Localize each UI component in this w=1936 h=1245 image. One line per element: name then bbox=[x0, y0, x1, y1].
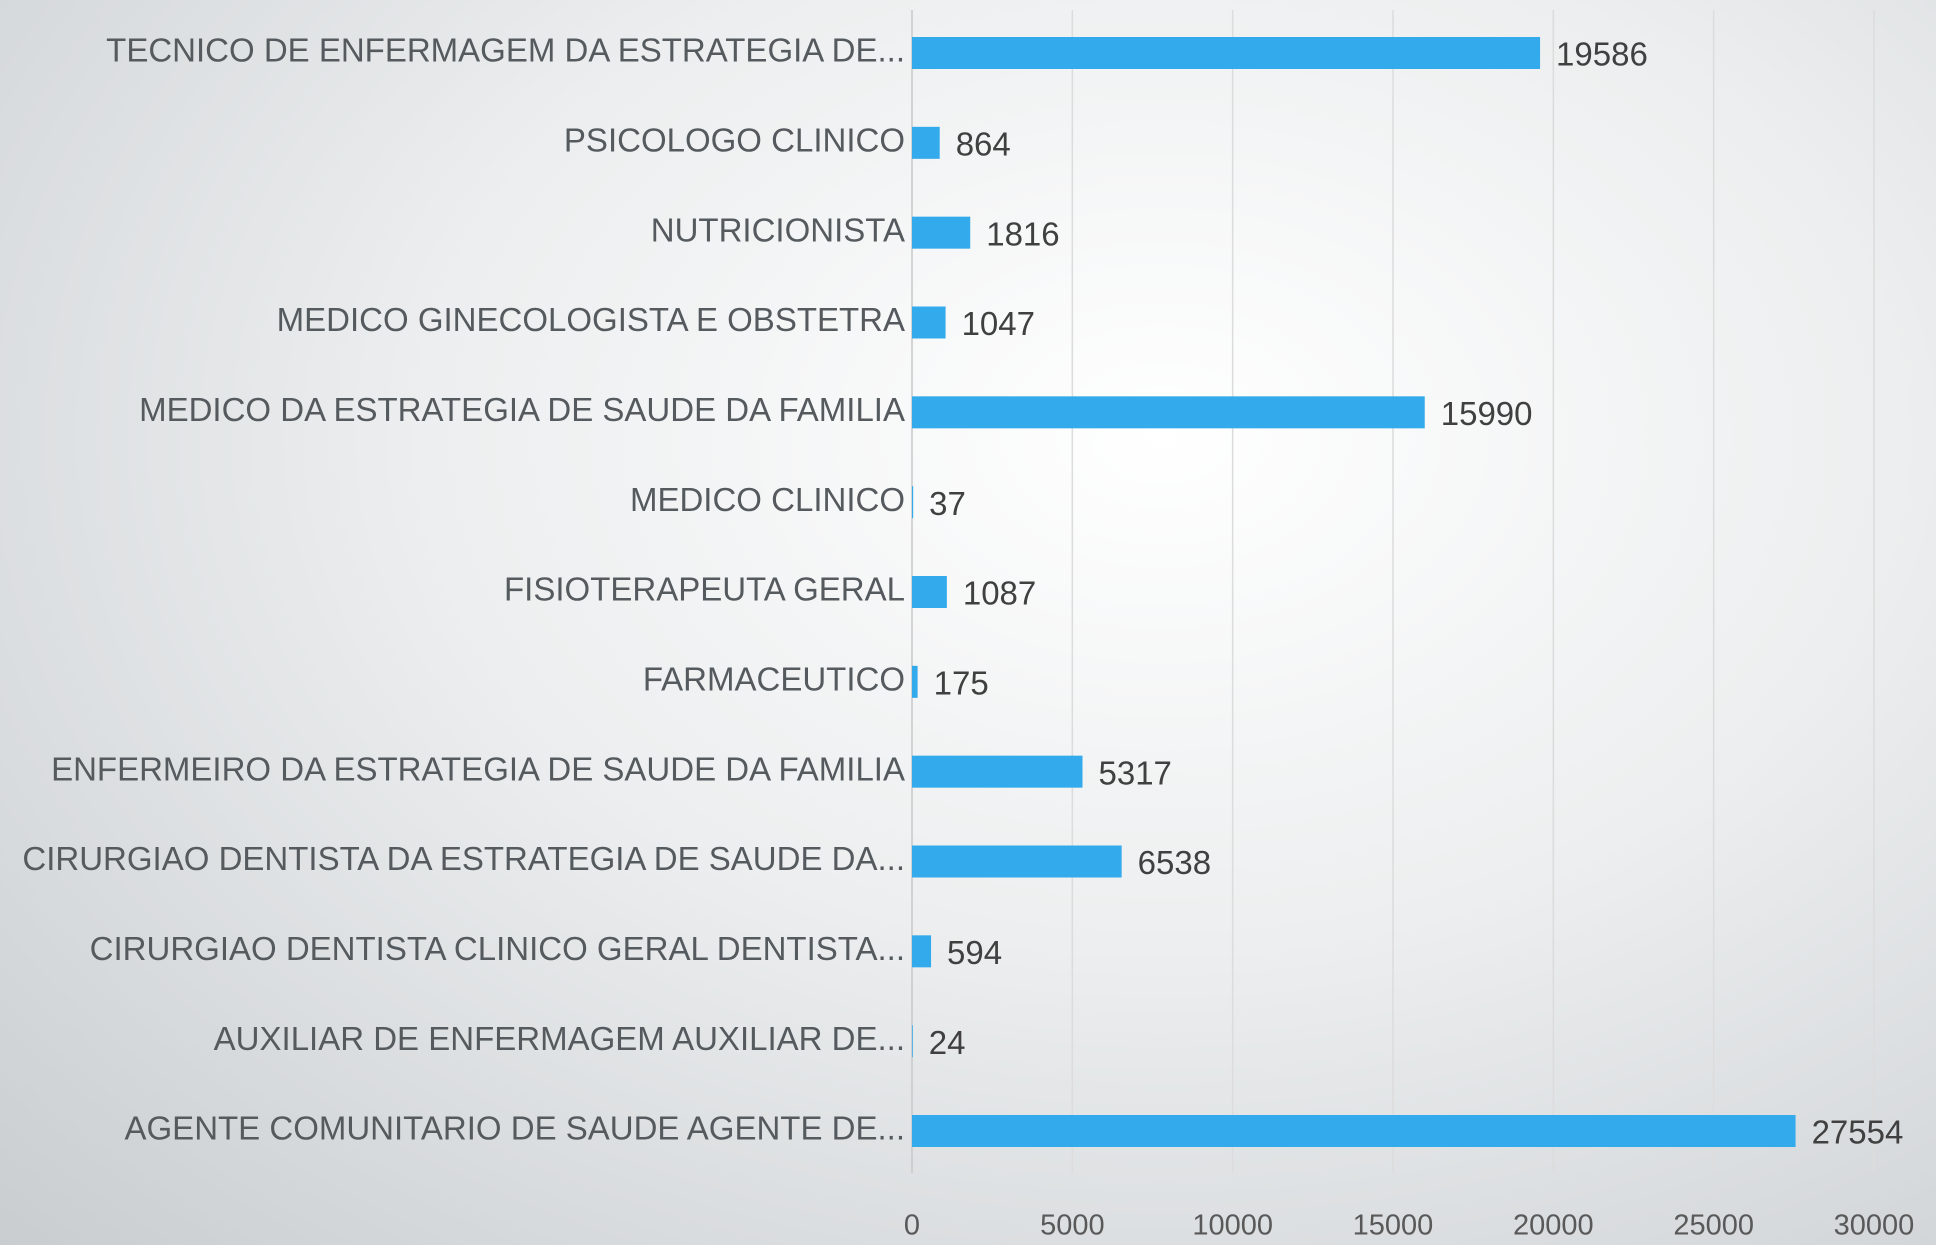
bar bbox=[912, 306, 946, 339]
x-tick-label: 25000 bbox=[1673, 1210, 1754, 1242]
x-tick-label: 0 bbox=[904, 1210, 920, 1242]
value-label: 1087 bbox=[963, 575, 1036, 612]
category-label: MEDICO GINECOLOGISTA E OBSTETRA bbox=[277, 301, 905, 338]
category-label: NUTRICIONISTA bbox=[651, 211, 905, 248]
bar bbox=[912, 665, 918, 698]
category-label: CIRURGIAO DENTISTA CLINICO GERAL DENTIST… bbox=[90, 930, 905, 967]
bar bbox=[912, 1025, 913, 1058]
bar bbox=[912, 755, 1083, 788]
value-label: 1816 bbox=[986, 215, 1059, 252]
value-label: 19586 bbox=[1556, 36, 1648, 73]
bar bbox=[912, 486, 914, 519]
bar bbox=[912, 37, 1541, 69]
category-label: AUXILIAR DE ENFERMAGEM AUXILIAR DE... bbox=[214, 1020, 905, 1057]
x-tick-label: 30000 bbox=[1834, 1210, 1915, 1242]
value-label: 15990 bbox=[1441, 395, 1533, 432]
bar bbox=[912, 935, 932, 968]
category-label: TECNICO DE ENFERMAGEM DA ESTRATEGIA DE..… bbox=[106, 32, 905, 69]
x-tick-label: 20000 bbox=[1513, 1210, 1594, 1242]
bar bbox=[912, 396, 1425, 429]
category-label: MEDICO DA ESTRATEGIA DE SAUDE DA FAMILIA bbox=[139, 391, 905, 428]
category-label: CIRURGIAO DENTISTA DA ESTRATEGIA DE SAUD… bbox=[22, 840, 905, 877]
x-tick-label: 10000 bbox=[1192, 1210, 1273, 1242]
value-label: 5317 bbox=[1098, 754, 1171, 791]
value-label: 864 bbox=[956, 126, 1011, 163]
category-label: AGENTE COMUNITARIO DE SAUDE AGENTE DE... bbox=[125, 1110, 906, 1147]
bar bbox=[912, 216, 971, 249]
value-label: 37 bbox=[929, 485, 966, 522]
category-label: ENFERMEIRO DA ESTRATEGIA DE SAUDE DA FAM… bbox=[51, 750, 905, 787]
value-label: 6538 bbox=[1138, 844, 1211, 881]
bar bbox=[912, 1115, 1796, 1147]
category-label: FARMACEUTICO bbox=[643, 661, 905, 698]
category-label: PSICOLOGO CLINICO bbox=[564, 122, 905, 159]
value-label: 175 bbox=[934, 665, 989, 702]
category-label: FISIOTERAPEUTA GERAL bbox=[504, 571, 905, 608]
value-label: 1047 bbox=[962, 305, 1035, 342]
bar bbox=[912, 576, 947, 608]
value-label: 24 bbox=[929, 1024, 966, 1061]
x-tick-label: 15000 bbox=[1353, 1210, 1434, 1242]
category-label: MEDICO CLINICO bbox=[630, 481, 905, 518]
bar bbox=[912, 845, 1122, 878]
value-label: 594 bbox=[947, 934, 1002, 971]
x-tick-label: 5000 bbox=[1040, 1210, 1105, 1242]
bar bbox=[912, 126, 940, 159]
value-label: 27554 bbox=[1812, 1114, 1904, 1151]
